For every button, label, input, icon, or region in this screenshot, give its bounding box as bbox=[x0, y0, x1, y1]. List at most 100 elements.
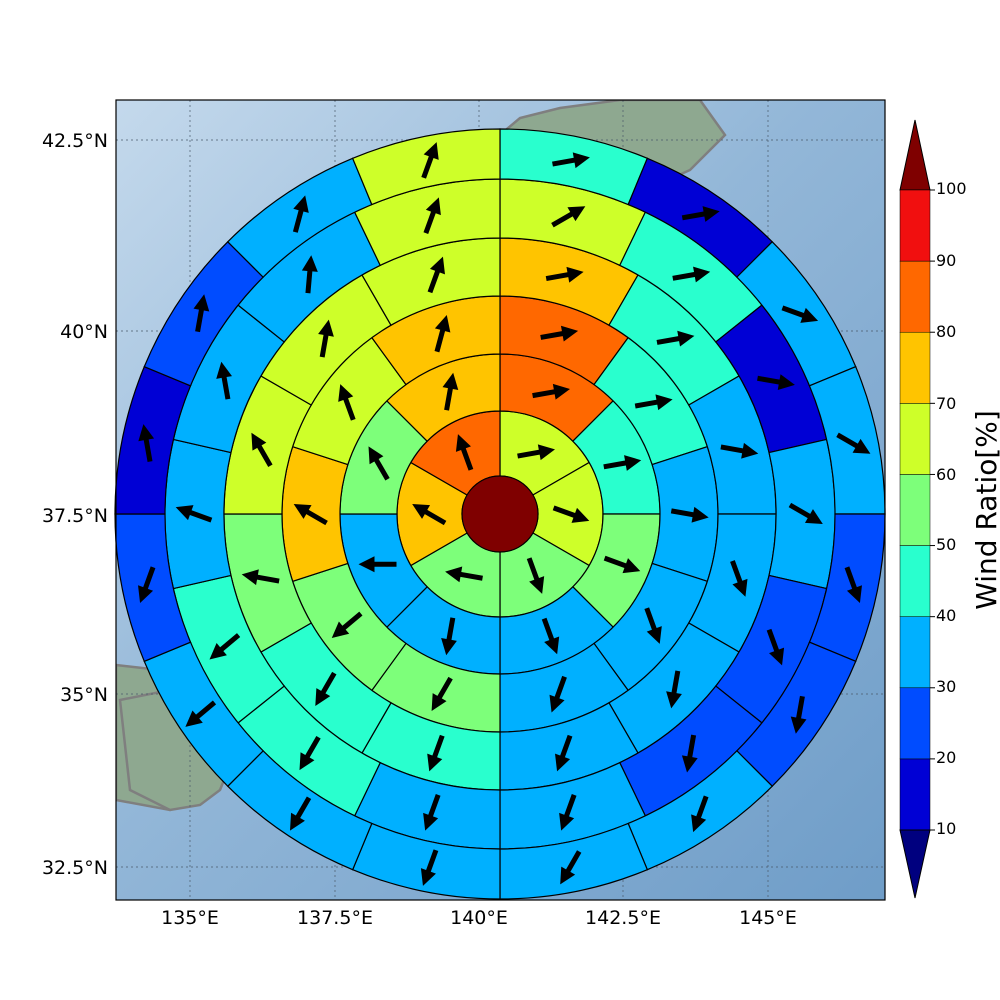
wind-arrow bbox=[421, 142, 439, 179]
wind-arrow bbox=[301, 255, 318, 294]
colorbar-tick-label: 50 bbox=[936, 535, 956, 554]
wind-arrow bbox=[427, 256, 445, 294]
wind-arrow bbox=[193, 294, 210, 333]
wind-arrow bbox=[552, 505, 590, 523]
colorbar-tick-label: 20 bbox=[936, 748, 956, 767]
wind-arrow bbox=[431, 676, 453, 712]
wind-arrow bbox=[517, 444, 555, 461]
wind-arrow bbox=[555, 734, 573, 772]
wind-arrow bbox=[559, 794, 577, 831]
wind-arrow bbox=[241, 569, 280, 586]
wind-direction-arrows bbox=[138, 142, 871, 886]
colorbar-label: Wind Ratio[%] bbox=[970, 410, 1000, 610]
wind-arrow bbox=[545, 266, 584, 283]
lon-tick-label: 135°E bbox=[161, 907, 219, 929]
wind-arrow bbox=[434, 314, 451, 353]
wind-arrow bbox=[442, 372, 459, 411]
wind-arrow bbox=[175, 505, 213, 523]
center-cell bbox=[461, 475, 539, 553]
wind-arrow bbox=[790, 695, 807, 734]
wind-arrow bbox=[634, 394, 673, 411]
wind-arrow bbox=[788, 502, 823, 524]
colorbar-tick-label: 80 bbox=[936, 322, 956, 341]
wind-arrow bbox=[672, 266, 711, 283]
wind-arrow bbox=[766, 628, 785, 666]
wind-arrow bbox=[730, 560, 748, 597]
wind-arrow bbox=[251, 432, 273, 467]
lon-tick-label: 140°E bbox=[450, 907, 508, 929]
lat-tick-label: 32.5°N bbox=[42, 857, 108, 879]
colorbar bbox=[899, 119, 935, 899]
colorbar-over-triangle bbox=[899, 119, 931, 191]
colorbar-segment bbox=[899, 189, 931, 262]
wind-arrow bbox=[185, 700, 217, 727]
wind-arrow bbox=[420, 849, 439, 886]
wind-arrow bbox=[445, 566, 483, 583]
lat-tick-label: 42.5°N bbox=[42, 130, 108, 152]
colorbar-tick-label: 10 bbox=[936, 819, 956, 838]
wind-arrow bbox=[423, 197, 441, 234]
wind-arrow bbox=[836, 432, 871, 454]
wind-arrow bbox=[290, 796, 312, 831]
lat-tick-label: 40°N bbox=[60, 321, 108, 343]
colorbar-segment bbox=[899, 260, 931, 333]
longitude-axis: 135°E 137.5°E 140°E 142.5°E 145°E bbox=[161, 907, 797, 929]
wind-arrow bbox=[541, 617, 560, 655]
wind-arrow bbox=[603, 455, 642, 471]
wind-arrow bbox=[368, 446, 390, 481]
wind-arrow bbox=[532, 383, 570, 400]
wind-arrow bbox=[691, 795, 709, 833]
colorbar-tick-label: 100 bbox=[936, 179, 967, 198]
wind-arrow bbox=[551, 206, 586, 228]
colorbar-under-triangle bbox=[899, 829, 931, 899]
wind-arrow bbox=[666, 670, 682, 709]
wind-arrow bbox=[216, 361, 232, 400]
wind-arrow bbox=[299, 735, 321, 771]
wind-arrow bbox=[560, 850, 582, 885]
wind-arrow bbox=[331, 611, 363, 638]
wind-arrow bbox=[757, 374, 795, 390]
wind-arrow bbox=[412, 504, 447, 526]
wind-arrow bbox=[670, 506, 709, 523]
wind-arrow bbox=[656, 330, 695, 347]
wind-arrow bbox=[720, 442, 759, 459]
lon-tick-label: 137.5°E bbox=[297, 907, 373, 929]
wind-arrow bbox=[844, 566, 862, 603]
lon-tick-label: 142.5°E bbox=[585, 907, 661, 929]
wind-arrow bbox=[358, 556, 397, 573]
wind-arrow bbox=[293, 504, 328, 526]
colorbar-tick-label: 30 bbox=[936, 677, 956, 696]
wind-arrow bbox=[603, 555, 641, 574]
wind-arrow bbox=[292, 195, 309, 233]
wind-ratio-polar-grid bbox=[114, 128, 886, 900]
wind-arrow bbox=[423, 794, 441, 831]
colorbar-segment bbox=[899, 687, 931, 760]
colorbar-segment bbox=[899, 758, 931, 831]
colorbar-segment bbox=[899, 474, 931, 546]
wind-arrow bbox=[138, 424, 155, 462]
colorbar-segment bbox=[899, 403, 931, 475]
latitude-axis: 42.5°N 40°N 37.5°N 35°N 32.5°N bbox=[42, 130, 108, 879]
wind-arrow bbox=[427, 734, 445, 772]
wind-arrow bbox=[338, 384, 356, 421]
lat-tick-label: 37.5°N bbox=[42, 505, 108, 527]
map-frame bbox=[115, 99, 886, 901]
wind-arrow bbox=[552, 152, 590, 169]
wind-arrow bbox=[526, 557, 545, 594]
lat-tick-label: 35°N bbox=[60, 684, 108, 706]
wind-arrow bbox=[209, 633, 241, 660]
wind-arrow bbox=[138, 566, 156, 603]
lon-tick-label: 145°E bbox=[739, 907, 797, 929]
wind-arrow bbox=[681, 206, 720, 222]
wind-arrow bbox=[549, 675, 567, 713]
wind-arrow bbox=[315, 671, 337, 707]
colorbar-tick-label: 60 bbox=[936, 465, 956, 484]
wind-arrow bbox=[455, 434, 474, 471]
colorbar-tick-label: 40 bbox=[936, 606, 956, 625]
wind-arrow bbox=[644, 607, 662, 644]
wind-arrow bbox=[781, 305, 819, 323]
wind-arrow bbox=[318, 319, 334, 358]
colorbar-tick-label: 70 bbox=[936, 394, 956, 413]
colorbar-segment bbox=[899, 331, 931, 404]
